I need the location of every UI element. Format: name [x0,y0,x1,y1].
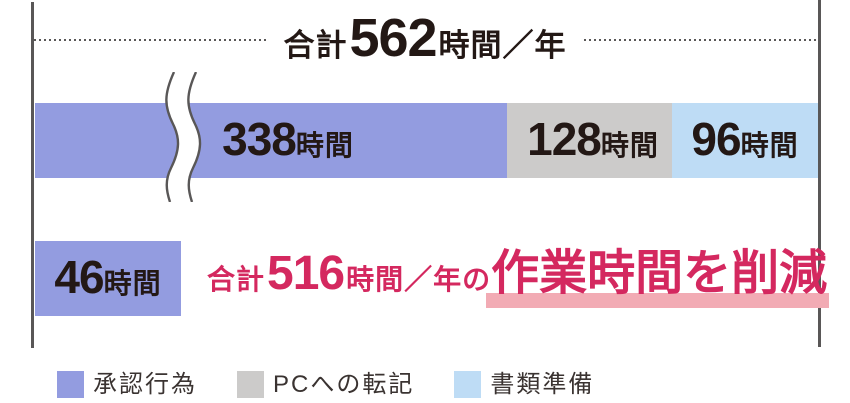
bracket-line-left [31,2,34,348]
savings-prefix: 合計 [207,264,266,295]
bar-after: 46 時間 [35,241,181,316]
legend-swatch-approval [57,371,84,398]
legend-label-document-prep: 書類準備 [490,370,595,398]
segment-approval [35,103,507,178]
savings-emphasis-text: 作業時間を削減 [491,247,828,300]
bar-after-unit: 時間 [103,267,162,299]
segment-pc-label: 128 時間 [527,116,659,162]
total-label: 合計 562 時間／年 [267,8,583,68]
segment-docs-value: 96 [691,112,741,165]
segment-document-prep [672,103,818,178]
legend-item-approval: 承認行為 [57,371,197,398]
bar-after-value: 46 [54,250,104,303]
legend-item-document-prep: 書類準備 [454,371,594,398]
savings-annotation: 合計 516 時間／年の 作業時間を削減 [207,247,830,308]
segment-docs-unit: 時間 [740,129,799,161]
segment-pc-unit: 時間 [600,129,659,161]
bar-after-label: 46 時間 [54,254,161,300]
legend-label-approval: 承認行為 [93,370,197,398]
legend-swatch-document-prep [454,371,482,398]
segment-pc-value: 128 [527,112,602,165]
legend-swatch-pc-transcription [237,371,264,398]
segment-approval-unit: 時間 [295,129,354,161]
savings-value: 516 [267,247,345,300]
savings-emphasis: 作業時間を削減 [486,247,830,308]
bracket-line-right [818,0,821,347]
total-prefix: 合計 [283,28,348,63]
segment-approval-label: 338 時間 [222,116,354,162]
total-value: 562 [349,8,437,68]
segment-approval-value: 338 [222,112,297,165]
legend: 承認行為 PCへの転記 書類準備 [57,371,634,398]
legend-label-pc-transcription: PCへの転記 [273,370,415,398]
segment-pc-transcription [507,103,672,178]
highlight-underline [486,293,830,308]
savings-middle: 時間／年の [346,264,492,295]
legend-item-pc-transcription: PCへの転記 [237,371,414,398]
total-suffix: 時間／年 [438,28,567,63]
segment-docs-label: 96 時間 [691,116,798,162]
bar-before: 338 時間 128 時間 96 時間 [35,103,818,178]
axis-break-icon [165,72,202,202]
